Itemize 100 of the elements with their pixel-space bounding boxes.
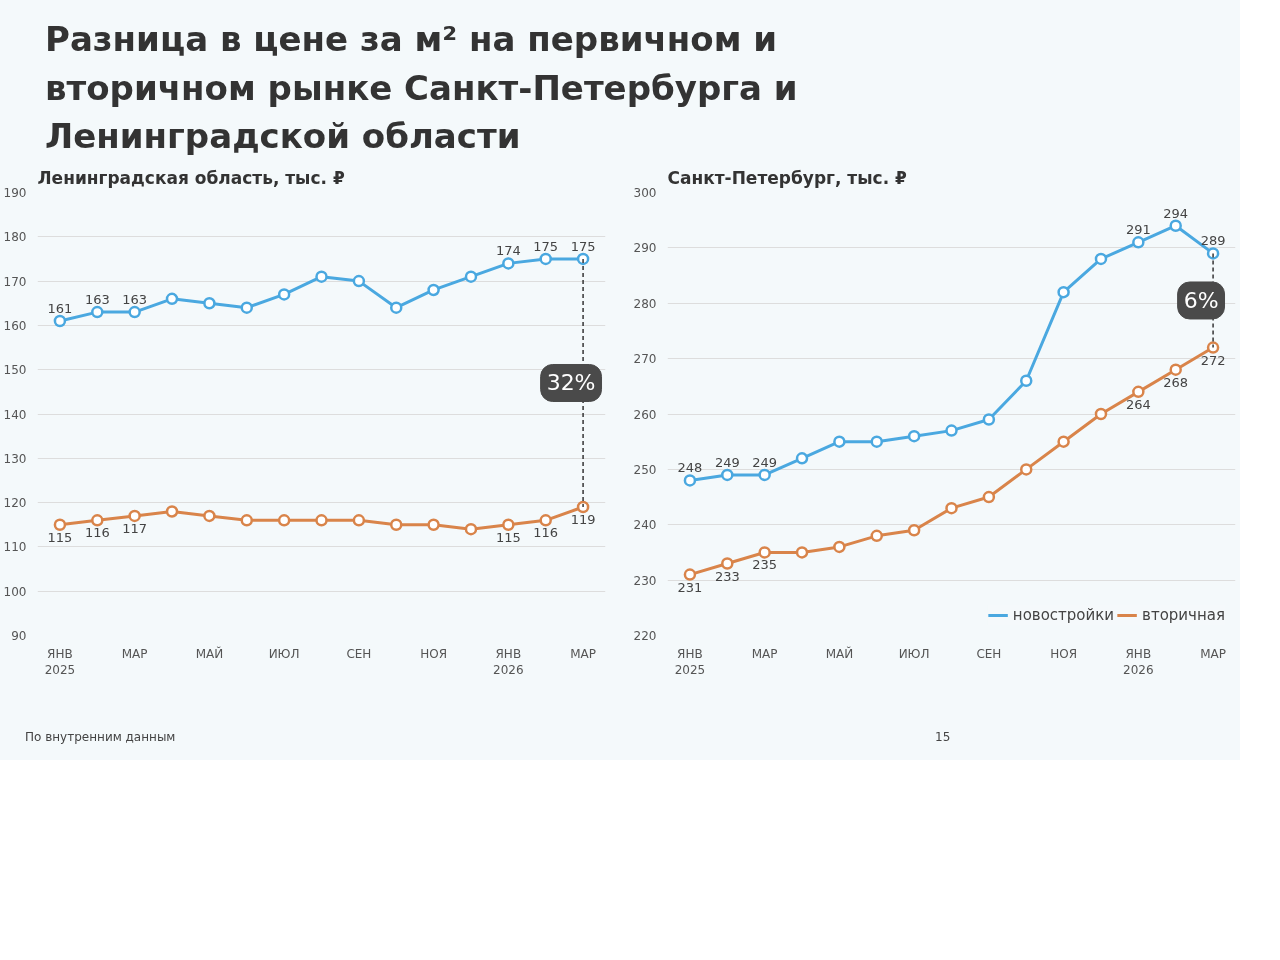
data-label: 289	[1200, 233, 1226, 249]
data-label: 117	[122, 520, 148, 536]
data-label: 235	[752, 557, 778, 573]
point	[240, 514, 254, 527]
x-tick-label: НОЯ	[420, 646, 448, 661]
point	[389, 301, 403, 314]
point	[870, 529, 884, 543]
y-tick-label: 180	[3, 230, 27, 245]
point	[1169, 219, 1182, 232]
annotation: 32%	[546, 370, 596, 396]
point	[982, 490, 996, 504]
point	[907, 524, 921, 537]
point	[576, 500, 590, 514]
point	[315, 270, 328, 283]
point	[982, 413, 996, 426]
y-tick-label: 220	[633, 629, 657, 643]
y-tick-label: 100	[3, 584, 27, 599]
data-label: 268	[1163, 374, 1189, 390]
data-label: 119	[570, 512, 596, 528]
point	[128, 509, 141, 523]
x-tick-label: МАЙ	[195, 645, 224, 661]
x-tick-label: МАР	[121, 646, 148, 661]
point	[91, 514, 104, 527]
data-label: 248	[677, 460, 703, 476]
x-tick-label: ИЮЛ	[898, 646, 930, 661]
point	[1019, 374, 1033, 388]
data-label: 175	[533, 238, 559, 254]
point	[240, 301, 254, 314]
data-label: 264	[1125, 396, 1151, 412]
point	[91, 305, 104, 319]
point	[128, 305, 141, 319]
point	[1057, 435, 1070, 448]
point	[464, 522, 478, 536]
y-tick-label: 150	[3, 363, 27, 378]
point	[1132, 236, 1145, 249]
x-tick-label: ИЮЛ	[268, 646, 300, 661]
point	[833, 540, 846, 554]
point	[203, 297, 216, 310]
legend-label: вторичная	[1142, 606, 1225, 624]
data-label: 116	[84, 525, 110, 541]
point	[427, 518, 440, 531]
y-tick-label: 160	[3, 318, 27, 333]
data-label: 161	[47, 300, 73, 316]
y-tick-label: 250	[633, 462, 657, 477]
y-tick-label: 120	[3, 496, 27, 511]
data-label: 163	[84, 292, 110, 308]
data-label: 231	[677, 579, 703, 595]
point	[795, 452, 809, 465]
data-label: 291	[1125, 222, 1151, 238]
y-tick-label: 90	[11, 629, 27, 643]
y-tick-label: 280	[633, 296, 657, 311]
point	[1132, 385, 1145, 399]
chart-title: Разница в цене за м² на первичном и вторичном рынке Санкт-Петербурга и Ленинградской области	[45, 18, 799, 159]
point	[502, 518, 515, 531]
data-label: 233	[714, 568, 740, 584]
y-tick-label: 170	[3, 274, 27, 289]
point	[721, 557, 734, 570]
data-label: 272	[1200, 352, 1226, 368]
point	[352, 274, 366, 288]
y-tick-label: 140	[3, 407, 27, 422]
point	[315, 514, 328, 527]
point	[907, 429, 921, 443]
point	[427, 283, 440, 297]
x-tick-label: МАР	[751, 646, 778, 661]
y-tick-label: 230	[633, 573, 657, 588]
point	[758, 468, 771, 482]
x-tick-label: МАР	[1200, 646, 1226, 661]
point	[53, 518, 67, 531]
data-label: 163	[122, 292, 148, 308]
point	[1094, 407, 1108, 421]
point	[721, 468, 734, 482]
point	[683, 474, 697, 487]
point	[945, 424, 958, 437]
point	[1057, 285, 1070, 299]
point	[683, 568, 697, 581]
point	[833, 435, 846, 448]
data-label: 249	[714, 454, 740, 470]
chart-subtitle: Ленинградская область, тыс. ₽	[37, 167, 345, 188]
point	[277, 514, 291, 527]
data-label: 115	[495, 529, 521, 545]
x-tick-label: МАР	[570, 646, 596, 661]
point	[352, 514, 366, 527]
point	[870, 435, 884, 448]
point	[1169, 363, 1182, 376]
y-tick-label: 300	[633, 186, 657, 200]
y-tick-label: 260	[633, 407, 657, 422]
point	[539, 514, 552, 527]
point	[165, 292, 179, 306]
point	[945, 501, 958, 515]
data-label: 175	[570, 238, 596, 254]
x-tick-label: СЕН	[346, 646, 372, 661]
x-tick-label: ЯНВ 2025	[44, 646, 76, 678]
x-tick-label: ЯНВ 2026	[1123, 646, 1154, 678]
point	[53, 314, 67, 328]
point	[758, 546, 771, 559]
x-tick-label: ЯНВ 2026	[493, 646, 524, 678]
data-label: 116	[533, 525, 559, 541]
point	[795, 546, 809, 559]
text: 15	[935, 729, 951, 746]
point	[502, 257, 515, 270]
